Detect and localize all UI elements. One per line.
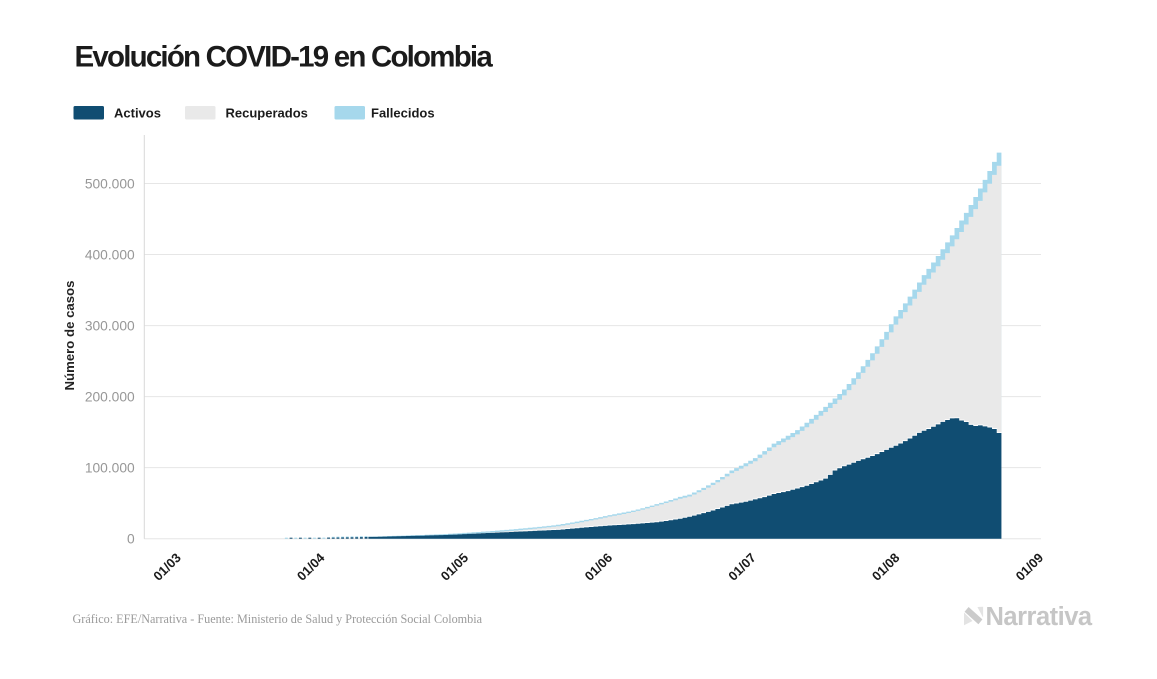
svg-text:0: 0 — [127, 532, 135, 547]
svg-text:100.000: 100.000 — [85, 461, 135, 476]
svg-text:200.000: 200.000 — [85, 390, 135, 405]
svg-text:Narrativa: Narrativa — [986, 603, 1093, 631]
svg-text:Número de casos: Número de casos — [62, 281, 77, 391]
svg-text:Gráfico: EFE/Narrativa - Fuent: Gráfico: EFE/Narrativa - Fuente: Ministe… — [73, 612, 483, 626]
svg-text:500.000: 500.000 — [85, 177, 135, 192]
svg-text:400.000: 400.000 — [85, 248, 135, 263]
svg-text:Evolución COVID-19 en Colombia: Evolución COVID-19 en Colombia — [75, 41, 494, 74]
svg-text:Activos: Activos — [114, 106, 161, 121]
svg-text:Fallecidos: Fallecidos — [371, 106, 435, 121]
svg-text:300.000: 300.000 — [85, 319, 135, 334]
svg-text:Recuperados: Recuperados — [226, 106, 308, 121]
